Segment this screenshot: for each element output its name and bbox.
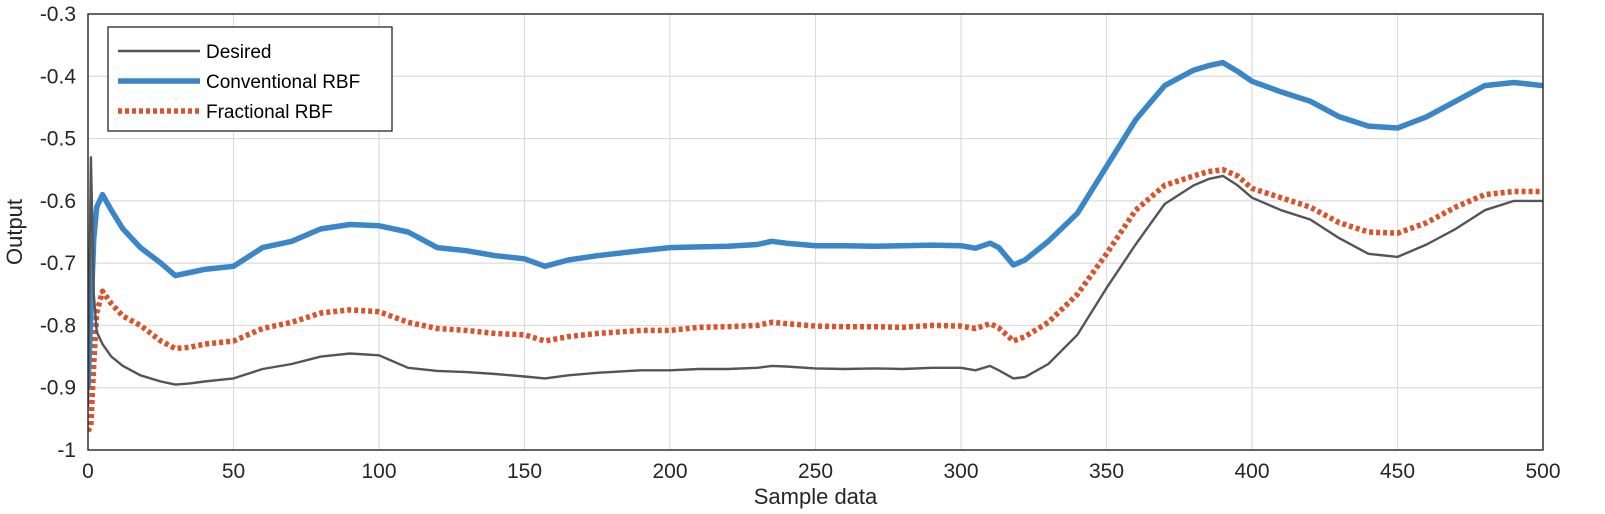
x-axis-label: Sample data: [754, 484, 878, 509]
y-tick-label: -1: [57, 439, 76, 462]
x-tick-label: 500: [1525, 460, 1560, 483]
legend-label: Conventional RBF: [206, 72, 360, 93]
tick-labels: 0 50 100 150 200 250 300 350 400 450 500 -1 -0.9 -0.8…: [40, 3, 1561, 483]
series-layer: [88, 59, 1543, 433]
x-tick-label: 250: [798, 460, 833, 483]
series-line-conventional-rbf: [88, 59, 1543, 391]
series-line-fractional-rbf: [88, 166, 1543, 433]
legend-label: Fractional RBF: [206, 102, 333, 123]
x-tick-label: 150: [507, 460, 542, 483]
x-tick-label: 200: [652, 460, 687, 483]
legend[interactable]: Desired Conventional RBF Fractional RBF: [107, 26, 393, 132]
x-tick-label: 300: [943, 460, 978, 483]
y-tick-label: -0.7: [40, 252, 76, 275]
y-tick-label: -0.5: [40, 128, 76, 151]
x-tick-label: 400: [1234, 460, 1269, 483]
x-tick-label: 0: [82, 460, 94, 483]
y-tick-label: -0.6: [40, 190, 76, 213]
y-tick-label: -0.4: [40, 65, 77, 88]
y-axis-label: Output: [2, 199, 27, 265]
x-tick-label: 350: [1089, 460, 1124, 483]
series-line-desired: [88, 156, 1543, 408]
legend-label: Desired: [206, 42, 271, 63]
plot-frame: [87, 13, 1544, 451]
x-tick-label: 100: [361, 460, 396, 483]
y-tick-label: -0.9: [40, 377, 76, 400]
x-tick-label: 50: [222, 460, 245, 483]
x-tick-label: 450: [1380, 460, 1415, 483]
y-tick-label: -0.8: [40, 314, 76, 337]
y-tick-label: -0.3: [40, 3, 76, 26]
